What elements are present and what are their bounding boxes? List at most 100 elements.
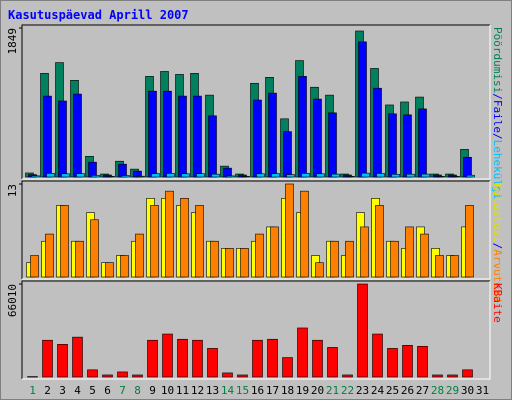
- x-tick-label: 23: [356, 384, 369, 397]
- x-tick-label: 6: [104, 384, 111, 397]
- bar: [391, 173, 400, 178]
- bar: [208, 115, 217, 178]
- bar: [147, 339, 158, 378]
- bar: [106, 176, 115, 178]
- bar: [76, 173, 85, 178]
- bar: [300, 190, 309, 278]
- bar: [420, 233, 429, 278]
- bar: [117, 371, 128, 378]
- legend: Pöördumisi/Faile/Lehekülgi: [491, 27, 504, 199]
- bar: [90, 219, 99, 278]
- bar: [132, 374, 143, 378]
- x-tick-label: 11: [176, 384, 189, 397]
- bar: [195, 205, 204, 278]
- bar: [163, 90, 172, 178]
- x-tick-label: 2: [44, 384, 51, 397]
- bar: [181, 173, 190, 178]
- bar: [222, 372, 233, 378]
- bar: [465, 205, 474, 278]
- bar: [373, 87, 382, 178]
- panel-border: [22, 25, 491, 180]
- bar: [357, 283, 368, 378]
- bar: [88, 161, 97, 178]
- x-tick-label: 10: [161, 384, 174, 397]
- bar: [192, 339, 203, 378]
- x-tick-label: 12: [191, 384, 204, 397]
- bar: [45, 233, 54, 278]
- bar: [120, 255, 129, 278]
- x-tick-label: 18: [281, 384, 294, 397]
- legend-separator: /: [491, 243, 504, 250]
- bar: [432, 374, 443, 378]
- bar: [211, 173, 220, 178]
- bar: [406, 173, 415, 178]
- bar: [72, 336, 83, 378]
- bar: [285, 183, 294, 278]
- bar: [252, 339, 263, 378]
- x-tick-label: 8: [134, 384, 141, 397]
- bar: [466, 174, 475, 178]
- x-tick-label: 16: [251, 384, 264, 397]
- bar: [312, 339, 323, 378]
- bar: [225, 248, 234, 278]
- x-tick-label: 7: [119, 384, 126, 397]
- bar: [226, 175, 235, 178]
- panel-border: [22, 281, 491, 380]
- bar: [346, 176, 355, 178]
- bar: [207, 348, 218, 378]
- bar: [451, 176, 460, 178]
- bar: [435, 255, 444, 278]
- bar: [403, 114, 412, 178]
- bar: [360, 226, 369, 278]
- bar: [73, 93, 82, 178]
- bar: [361, 172, 370, 178]
- panel-border: [21, 180, 490, 279]
- bar: [27, 376, 38, 378]
- x-tick-label: 29: [446, 384, 459, 397]
- bar: [390, 240, 399, 278]
- bar: [286, 174, 295, 178]
- x-tick-label: 4: [74, 384, 81, 397]
- bar: [421, 173, 430, 178]
- x-tick-label: 13: [206, 384, 219, 397]
- bar: [91, 175, 100, 178]
- bar: [327, 347, 338, 378]
- bar: [342, 374, 353, 378]
- x-tick-label: 31: [476, 384, 489, 397]
- bar: [43, 95, 52, 178]
- legend-entry: Lehekülgi: [491, 140, 504, 200]
- bar: [358, 41, 367, 178]
- x-tick-label: 15: [236, 384, 249, 397]
- bar: [61, 173, 70, 178]
- bar: [315, 262, 324, 278]
- bar: [402, 345, 413, 378]
- bar: [316, 173, 325, 178]
- bar: [177, 338, 188, 378]
- bar: [180, 198, 189, 278]
- x-tick-label: 24: [371, 384, 385, 397]
- bar: [372, 333, 383, 378]
- legend-separator: /: [491, 93, 504, 100]
- bar: [450, 255, 459, 278]
- chart-title: Kasutuspäevad Aprill 2007: [8, 8, 189, 22]
- bar: [237, 374, 248, 378]
- bar: [283, 131, 292, 178]
- panel-border: [21, 24, 490, 179]
- bar: [150, 205, 159, 278]
- bar: [196, 173, 205, 178]
- bar: [136, 175, 145, 178]
- bar: [462, 369, 473, 378]
- bar: [240, 248, 249, 278]
- bar: [75, 240, 84, 278]
- bar: [148, 90, 157, 178]
- bar: [118, 163, 127, 178]
- legend-separator: /: [491, 133, 504, 140]
- bar: [267, 338, 278, 378]
- x-tick-label: 5: [89, 384, 96, 397]
- bar: [268, 92, 277, 178]
- x-tick-label: 9: [149, 384, 156, 397]
- bar: [135, 233, 144, 278]
- y-tick-label: 1849: [6, 28, 19, 55]
- bar: [447, 374, 458, 378]
- legend-entry: Pöördumisi: [491, 27, 504, 93]
